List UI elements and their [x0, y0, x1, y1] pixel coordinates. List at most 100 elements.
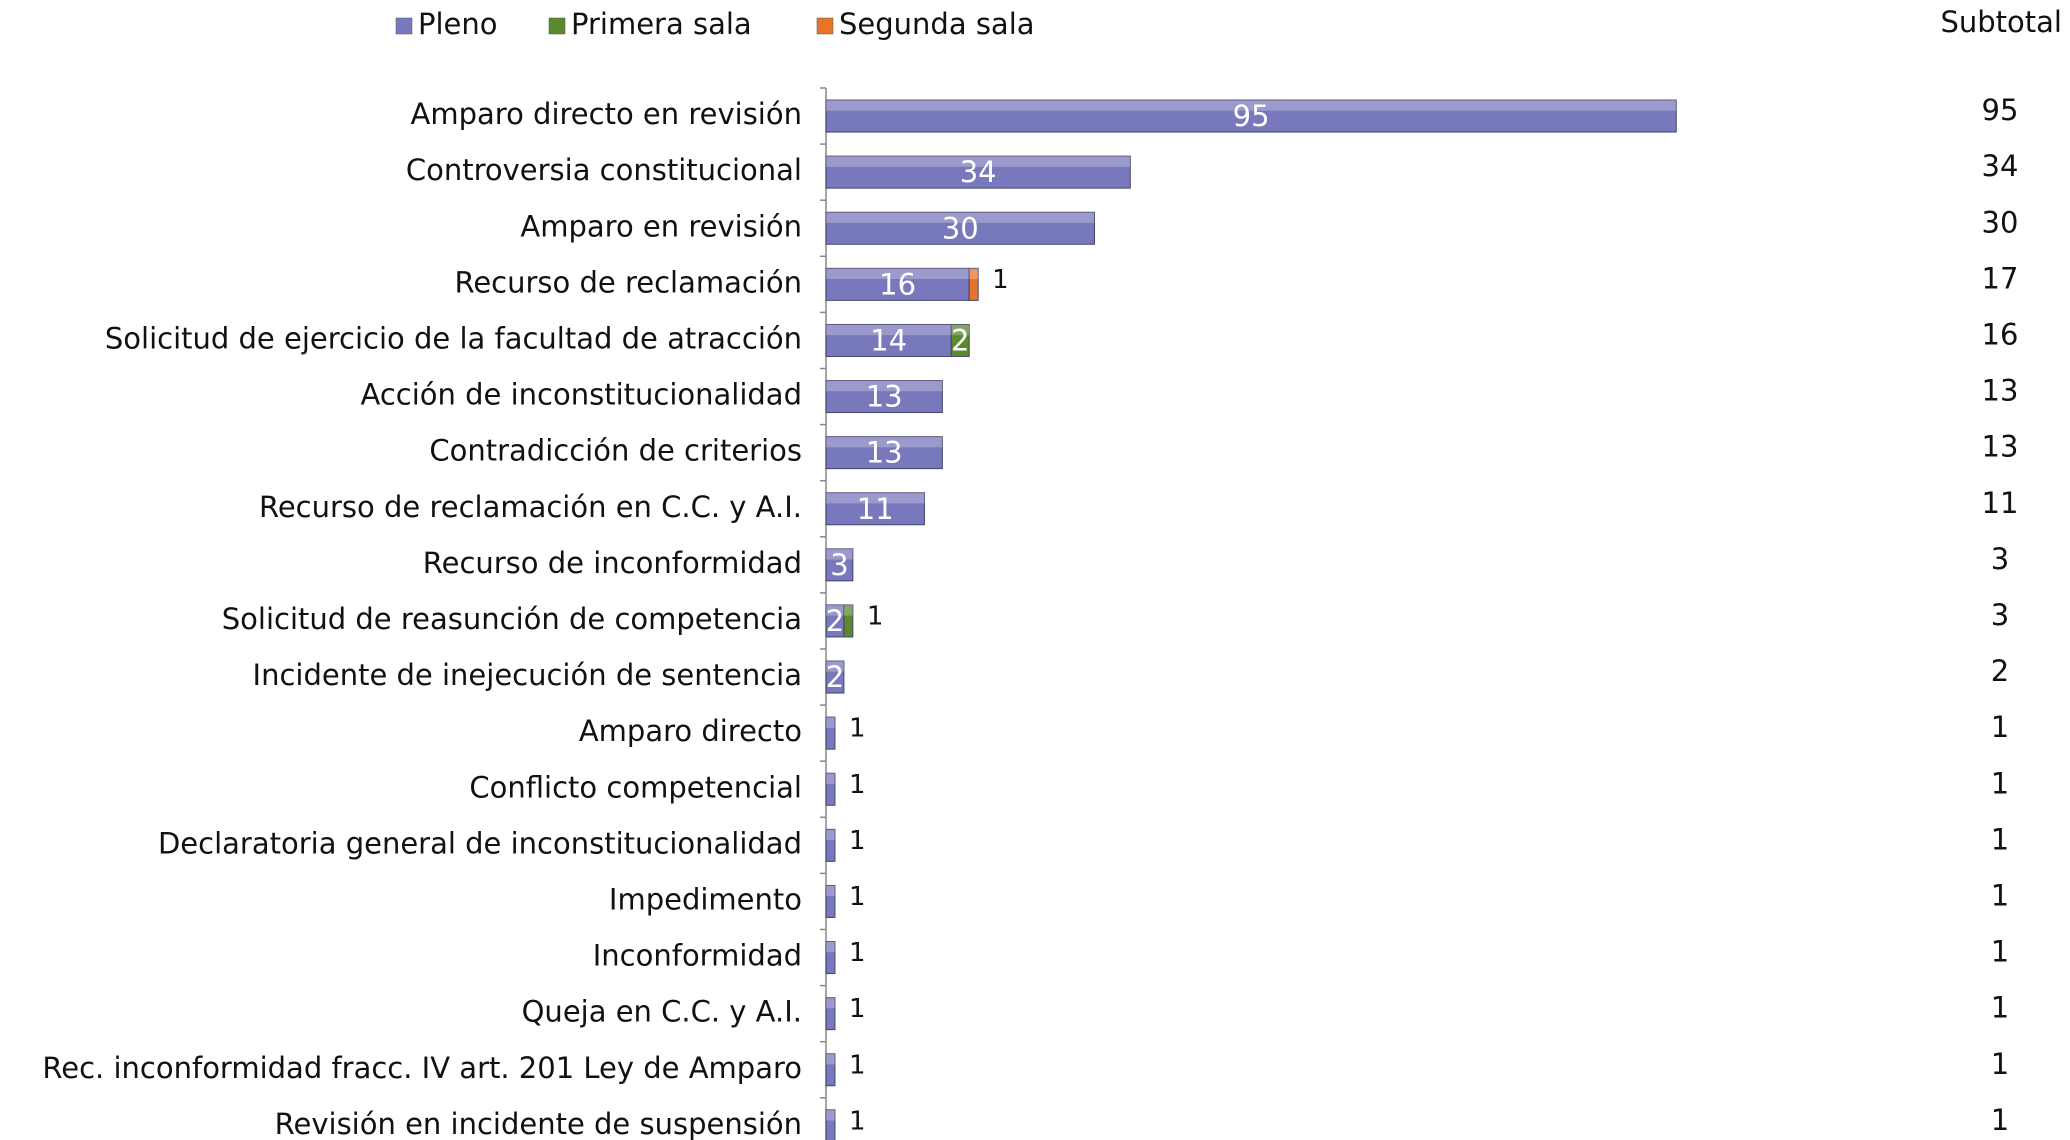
- data-label: 13: [866, 380, 903, 414]
- category-label: Solicitud de ejercicio de la facultad de…: [105, 321, 802, 355]
- category-label: Solicitud de reasunción de competencia: [222, 602, 802, 636]
- category-label: Contradicción de criterios: [429, 434, 802, 468]
- subtotal-value: 2: [1991, 654, 2009, 688]
- bar-segment: [825, 1053, 836, 1087]
- category-label: Amparo directo en revisión: [411, 97, 802, 131]
- category-label: Acción de inconstitucionalidad: [361, 378, 802, 412]
- bar-shine: [826, 997, 835, 1009]
- subtotal-value: 1: [1991, 878, 2009, 912]
- subtotal-value: 1: [1991, 1103, 2009, 1137]
- data-label: 13: [866, 436, 903, 470]
- bar-shine: [951, 324, 970, 336]
- bar-shine: [826, 324, 952, 336]
- bar-shine: [826, 548, 853, 560]
- data-label: 1: [867, 601, 884, 631]
- bar-shine: [826, 436, 943, 448]
- bar-shine: [826, 885, 835, 897]
- data-label: 1: [849, 1106, 866, 1136]
- category-label: Recurso de reclamación en C.C. y A.I.: [259, 490, 802, 524]
- data-label: 1: [992, 265, 1009, 295]
- bar-shine: [826, 717, 835, 728]
- bar-segment: [825, 99, 1677, 133]
- legend-swatch: [548, 17, 566, 35]
- data-label: 30: [942, 211, 979, 245]
- legend-label: Pleno: [418, 7, 498, 41]
- subtotal-value: 30: [1982, 205, 2019, 239]
- bar-shine: [826, 156, 1131, 167]
- bar-shine: [826, 1053, 835, 1065]
- data-label: 1: [849, 882, 866, 912]
- legend-swatch: [395, 17, 413, 35]
- subtotal-value: 34: [1982, 149, 2019, 183]
- bar-segment: [825, 884, 836, 918]
- data-label: 3: [830, 548, 848, 582]
- data-label: 11: [857, 492, 894, 526]
- bar-segment: [968, 267, 979, 301]
- bar-segment: [825, 828, 836, 862]
- category-label: Impedimento: [609, 882, 802, 916]
- bar-segment: [825, 380, 943, 414]
- category-label: Recurso de inconformidad: [423, 546, 802, 580]
- category-label: Amparo directo: [579, 714, 802, 748]
- subtotal-value: 95: [1982, 93, 2019, 127]
- bar-segment: [825, 1109, 836, 1140]
- subtotal-value: 16: [1982, 317, 2019, 351]
- bar-segment: [825, 492, 925, 526]
- data-label: 1: [849, 1050, 866, 1080]
- category-label: Controversia constitucional: [406, 153, 802, 187]
- bar-shine: [843, 604, 853, 616]
- bar-segment: [843, 604, 854, 638]
- data-label: 2: [826, 604, 844, 638]
- bar-shine: [826, 268, 970, 280]
- bar-shine: [826, 492, 925, 504]
- bar-shine: [826, 380, 943, 392]
- category-label: Revisión en incidente de suspensión: [275, 1107, 802, 1140]
- category-label: Queja en C.C. y A.I.: [522, 995, 802, 1029]
- subtotal-value: 1: [1991, 1047, 2009, 1081]
- bar-segment: [825, 267, 970, 301]
- bar-shine: [826, 773, 835, 784]
- bar-segment: [950, 323, 970, 357]
- data-label: 1: [849, 994, 866, 1024]
- bar-segment: [825, 436, 943, 470]
- bar-segment: [825, 660, 845, 694]
- data-label: 1: [849, 770, 866, 800]
- subtotal-value: 13: [1982, 374, 2019, 408]
- subtotal-value: 1: [1991, 935, 2009, 969]
- data-label: 14: [870, 323, 907, 357]
- category-label: Amparo en revisión: [520, 209, 802, 243]
- legend-label: Primera sala: [571, 7, 752, 41]
- subtotal-value: 1: [1991, 710, 2009, 744]
- bar-segment: [825, 772, 836, 806]
- data-label: 34: [960, 155, 997, 189]
- bar-shine: [826, 604, 844, 616]
- bar-segment: [825, 211, 1095, 245]
- subtotal-value: 3: [1991, 542, 2009, 576]
- bar-shine: [826, 661, 844, 672]
- subtotal-value: 13: [1982, 430, 2019, 464]
- data-label: 1: [849, 826, 866, 856]
- bar-shine: [826, 829, 835, 841]
- legend-swatch: [816, 17, 834, 35]
- data-label: 95: [1233, 99, 1270, 133]
- data-label: 1: [849, 714, 866, 744]
- category-label: Rec. inconformidad fracc. IV art. 201 Le…: [42, 1051, 802, 1085]
- subtotal-value: 17: [1982, 261, 2019, 295]
- bar-shine: [969, 268, 979, 280]
- category-label: Recurso de reclamación: [454, 265, 802, 299]
- category-label: Incidente de inejecución de sentencia: [253, 658, 802, 692]
- bar-shine: [826, 100, 1677, 111]
- subtotal-value: 1: [1991, 766, 2009, 800]
- subtotal-header: Subtotal: [1940, 5, 2062, 39]
- bar-shine: [826, 941, 835, 953]
- data-label: 2: [826, 660, 844, 694]
- bar-segment: [825, 716, 836, 750]
- category-label: Inconformidad: [593, 939, 802, 973]
- bar-segment: [825, 997, 836, 1031]
- data-label: 16: [879, 267, 916, 301]
- subtotal-value: 11: [1982, 486, 2019, 520]
- subtotal-value: 1: [1991, 822, 2009, 856]
- data-label: 1: [849, 938, 866, 968]
- data-label: 2: [951, 323, 969, 357]
